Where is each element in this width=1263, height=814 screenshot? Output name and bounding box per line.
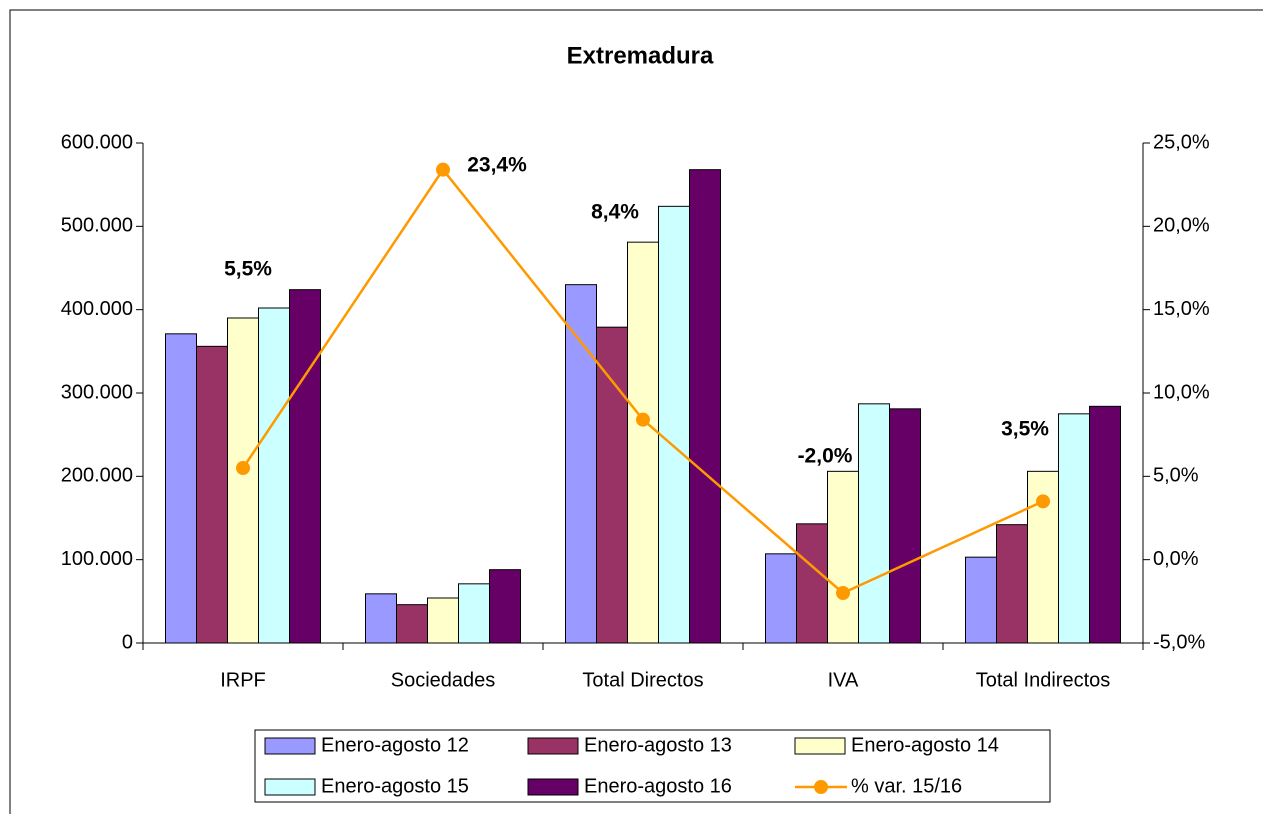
bar: [258, 307, 290, 644]
y2-tick-label: 15,0%: [1153, 298, 1210, 320]
legend-label: Enero-agosto 16: [584, 775, 732, 797]
legend-label: % var. 15/16: [851, 775, 962, 797]
y2-tick-label: 25,0%: [1153, 131, 1210, 153]
bar: [489, 569, 521, 644]
bar: [765, 553, 797, 644]
line-marker: [836, 586, 850, 600]
y-tick-label: 500.000: [61, 215, 133, 237]
y2-tick-label: 10,0%: [1153, 381, 1210, 403]
legend-swatch: [527, 778, 579, 796]
legend-swatch: [264, 737, 316, 755]
bar: [365, 593, 397, 644]
legend-label: Enero-agosto 13: [584, 734, 732, 756]
y-tick-label: 400.000: [61, 298, 133, 320]
bar: [689, 169, 721, 644]
line-marker: [236, 461, 250, 475]
bar: [565, 284, 597, 644]
bar: [796, 523, 828, 644]
chart-title: Extremadura: [567, 42, 714, 69]
bar: [165, 333, 197, 644]
line-marker: [436, 162, 450, 177]
legend-label: Enero-agosto 15: [321, 775, 469, 797]
x-tick-label: Total Indirectos: [976, 669, 1111, 691]
value-label: -2,0%: [798, 445, 853, 468]
value-label: 23,4%: [467, 154, 527, 177]
value-label: 3,5%: [1001, 418, 1049, 441]
bar: [458, 583, 490, 644]
bar: [289, 289, 321, 644]
bar: [196, 345, 228, 644]
bar: [227, 317, 259, 644]
value-label: 8,4%: [591, 201, 639, 224]
legend-swatch: [527, 737, 579, 755]
bar: [889, 408, 921, 644]
y-tick-label: 100.000: [61, 548, 133, 570]
bar: [627, 241, 659, 644]
legend-label: Enero-agosto 14: [851, 734, 999, 756]
value-label: 5,5%: [224, 258, 272, 281]
x-tick-label: IRPF: [220, 669, 266, 691]
bar: [596, 326, 628, 644]
legend-swatch: [794, 737, 846, 755]
legend-label: Enero-agosto 12: [321, 734, 469, 756]
y2-tick-label: -5,0%: [1153, 631, 1205, 653]
bar: [858, 403, 890, 644]
y2-tick-label: 0,0%: [1153, 548, 1199, 570]
bar: [1089, 405, 1121, 644]
line-marker: [636, 412, 650, 427]
y2-tick-label: 5,0%: [1153, 465, 1199, 487]
bar: [996, 524, 1028, 644]
y-tick-label: 300.000: [61, 381, 133, 403]
legend-marker: [814, 780, 828, 794]
y-tick-label: 600.000: [61, 131, 133, 153]
bar: [1058, 413, 1090, 644]
x-tick-label: IVA: [828, 669, 859, 691]
x-tick-label: Sociedades: [391, 669, 496, 691]
bar: [427, 597, 459, 644]
legend-swatch: [264, 778, 316, 796]
bar: [965, 556, 997, 644]
y-tick-label: 200.000: [61, 465, 133, 487]
y2-tick-label: 20,0%: [1153, 215, 1210, 237]
y-tick-label: 0: [122, 631, 133, 653]
x-tick-label: Total Directos: [582, 669, 703, 691]
bar: [658, 205, 690, 644]
line-marker: [1036, 494, 1050, 509]
bar: [827, 470, 859, 644]
bar: [396, 604, 428, 644]
legend-box: [254, 729, 1051, 803]
